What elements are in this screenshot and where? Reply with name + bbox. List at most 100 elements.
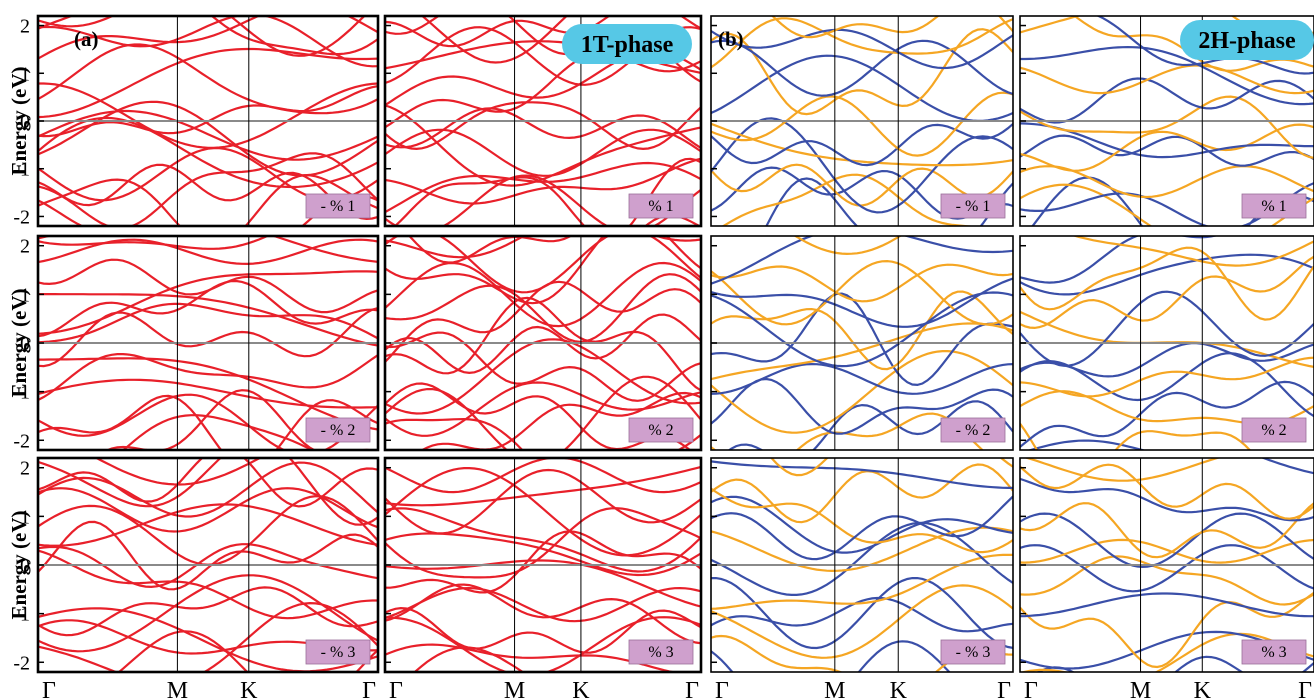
band-line: [38, 16, 378, 68]
x-tick-label: M: [1130, 678, 1151, 700]
band-line: [711, 495, 1013, 561]
band-line: [711, 277, 1013, 328]
band-line: [38, 458, 378, 526]
band-line: [38, 607, 378, 672]
bands: [1020, 236, 1314, 450]
x-tick-label: Γ: [685, 678, 699, 700]
band-line: [38, 270, 378, 335]
band-line: [38, 357, 378, 431]
band-line: [385, 417, 701, 450]
x-tick-label: Γ: [715, 678, 729, 700]
band-line: [385, 583, 701, 645]
band-line: [711, 263, 1013, 303]
band-line: [385, 261, 701, 328]
bands: [385, 236, 701, 450]
panel-2h-8: % 2: [1019, 235, 1314, 451]
band-line: [1020, 134, 1314, 167]
strain-label: - % 2: [956, 422, 991, 439]
strain-label: - % 1: [321, 198, 356, 215]
band-line: [121, 414, 315, 450]
strain-label: - % 3: [956, 644, 991, 661]
band-line: [38, 163, 378, 221]
band-line: [38, 302, 378, 344]
y-tick-label: 2: [20, 16, 30, 38]
panel-1t-5: - % 2: [36, 234, 380, 452]
bands: [711, 16, 1013, 226]
band-line: [38, 394, 378, 450]
x-tick-label: M: [824, 678, 845, 700]
strain-label: - % 1: [956, 198, 991, 215]
y-tick-label: 2: [20, 236, 30, 258]
panel-2h-12: % 3: [1019, 457, 1314, 673]
bands: [38, 458, 378, 672]
band-line: [385, 236, 701, 294]
band-line: [38, 152, 378, 226]
band-line: [1020, 183, 1314, 226]
band-line: [38, 109, 378, 161]
band-line: [385, 507, 701, 573]
strain-badge: [305, 639, 371, 665]
band-line: [38, 85, 378, 138]
band-line: [385, 616, 701, 672]
phase-title-1t: 1T-phase: [581, 32, 674, 58]
band-line: [38, 520, 378, 591]
phase-badge-1t: 1T-phase: [562, 24, 692, 64]
band-line: [385, 458, 701, 494]
strain-badge: [940, 193, 1006, 219]
band-line: [711, 495, 1013, 554]
strain-badge: [940, 639, 1006, 665]
band-line: [711, 259, 1013, 326]
band-line: [711, 292, 1013, 387]
band-line: [711, 526, 1013, 573]
y-tick-label: -2: [13, 206, 30, 228]
band-line: [1020, 538, 1314, 564]
phase-badge-bg: [562, 24, 692, 64]
band-line: [1020, 64, 1314, 95]
band-line: [1095, 16, 1314, 75]
strain-badge: [1241, 639, 1307, 665]
band-line: [711, 596, 1013, 633]
band-line: [765, 177, 1013, 226]
strain-badge: [940, 417, 1006, 443]
band-line: [38, 393, 378, 450]
panel-2h-11: - % 3: [710, 457, 1014, 673]
band-line: [1020, 255, 1314, 330]
band-line: [711, 487, 1013, 554]
band-line: [385, 530, 701, 594]
band-line: [711, 122, 1013, 167]
x-tick-label: Γ: [389, 678, 403, 700]
band-line: [711, 17, 1013, 69]
x-tick-label: K: [572, 678, 590, 700]
band-line: [711, 521, 1013, 596]
panel-2h-3: - % 1: [710, 15, 1014, 227]
band-line: [94, 458, 263, 486]
y-axis-label: Energy (eV): [7, 288, 31, 397]
strain-badge: [1241, 417, 1307, 443]
band-line: [711, 362, 1013, 395]
band-line: [711, 322, 1013, 381]
band-line: [711, 553, 1013, 610]
strain-label: % 3: [1261, 644, 1286, 661]
band-line: [117, 630, 378, 672]
band-line: [1020, 352, 1314, 418]
band-line: [711, 463, 1013, 524]
strain-label: % 2: [1261, 422, 1286, 439]
band-line: [38, 16, 366, 57]
strain-label: - % 3: [321, 644, 356, 661]
band-line: [711, 236, 1013, 285]
band-line: [1020, 95, 1314, 159]
strain-label: % 3: [648, 644, 673, 661]
band-line: [385, 161, 701, 214]
band-line: [711, 350, 1013, 434]
band-line: [711, 291, 1013, 368]
band-line: [1020, 236, 1219, 284]
band-line: [420, 391, 701, 450]
band-line: [711, 54, 1013, 123]
band-line: [711, 460, 1013, 489]
panel-1t-1: - % 1: [36, 14, 380, 228]
band-line: [1020, 502, 1314, 559]
band-line: [38, 238, 378, 266]
band-line: [408, 236, 701, 264]
band-line: [385, 331, 701, 402]
band-line: [711, 577, 1013, 650]
